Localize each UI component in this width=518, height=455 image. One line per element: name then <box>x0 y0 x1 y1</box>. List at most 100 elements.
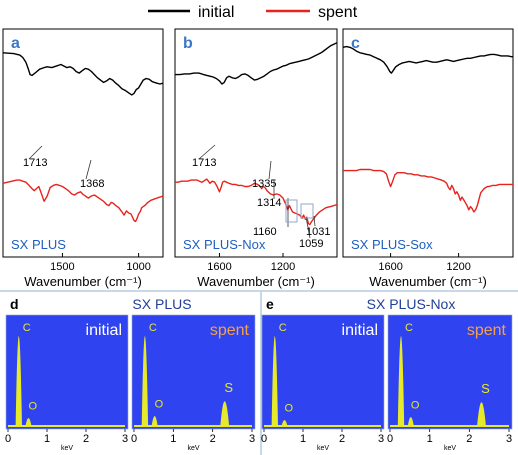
eds-peak <box>281 420 288 427</box>
eds-peak-label: C <box>279 322 287 334</box>
eds-peak <box>271 336 278 427</box>
eds-x-axis-label: keV <box>187 445 199 452</box>
ir-annotation-arrow <box>198 144 216 160</box>
ir-annotation-label: 1059 <box>299 238 323 250</box>
ir-panel-frame <box>174 28 338 258</box>
eds-peak <box>220 401 230 427</box>
eds-peak-label: O <box>411 400 420 412</box>
ir-series-initial <box>175 42 338 85</box>
eds-baseline <box>264 425 381 427</box>
eds-peak-label: S <box>224 380 233 395</box>
eds-x-tick-label: 2 <box>466 433 472 445</box>
eds-state-label: initial <box>86 322 122 339</box>
eds-x-tick-label: 0 <box>261 433 267 445</box>
eds-x-tick-label: 3 <box>378 433 384 445</box>
panel-letter: e <box>266 296 274 312</box>
eds-peak <box>397 336 405 427</box>
eds-peak-label: C <box>149 322 157 334</box>
ir-x-tick-label: 1200 <box>271 261 295 273</box>
eds-peak <box>15 336 22 427</box>
ir-annotation-label: 1713 <box>192 157 216 169</box>
eds-baseline <box>134 425 252 427</box>
eds-x-tick-label: 3 <box>122 433 128 445</box>
eds-x-tick-label: 3 <box>249 433 255 445</box>
eds-peak-label: C <box>405 322 413 334</box>
ir-panel-frame <box>342 28 514 258</box>
ir-x-axis-label: Wavenumber (cm⁻¹) <box>369 274 487 289</box>
eds-x-tick-label: 1 <box>170 433 176 445</box>
ir-annotation-arrow <box>268 160 272 180</box>
ir-panel-frame <box>2 28 164 258</box>
panel-letter: a <box>11 35 20 52</box>
eds-x-axis-label: keV <box>444 445 456 452</box>
ir-annotation-arrow <box>313 215 316 227</box>
panel-letter: b <box>183 35 193 52</box>
eds-baseline <box>390 425 509 427</box>
ir-annotation-label: 1314 <box>257 197 281 209</box>
ir-annotation-label: 1160 <box>253 226 277 238</box>
eds-x-tick-label: 0 <box>131 433 137 445</box>
eds-plot-area <box>261 314 385 430</box>
eds-peak <box>25 418 32 427</box>
eds-sample-title: SX PLUS-Nox <box>367 296 456 312</box>
eds-x-tick-label: 1 <box>427 433 433 445</box>
eds-peak-label: O <box>155 399 164 411</box>
eds-peak-label: O <box>28 401 37 413</box>
eds-x-axis-label: keV <box>61 445 73 452</box>
eds-plot-area <box>387 314 513 430</box>
eds-peak <box>477 402 486 427</box>
eds-x-tick-label: 2 <box>83 433 89 445</box>
ir-x-tick-label: 1200 <box>446 261 470 273</box>
ir-x-tick-label: 1500 <box>50 261 74 273</box>
eds-plot-area <box>5 314 129 430</box>
ir-annotation-arrow <box>85 159 92 180</box>
eds-sample-title: SX PLUS <box>132 296 191 312</box>
ir-sample-label: SX PLUS-Nox <box>183 237 266 252</box>
eds-state-label: initial <box>342 322 378 339</box>
ir-x-tick-label: 1000 <box>126 261 150 273</box>
ir-series-initial <box>342 45 513 74</box>
eds-x-tick-label: 0 <box>387 433 393 445</box>
eds-state-label: spent <box>467 322 507 339</box>
ir-sample-label: SX PLUS <box>11 237 66 252</box>
eds-x-axis-label: keV <box>317 445 329 452</box>
ir-annotation-box <box>300 203 314 219</box>
eds-x-tick-label: 3 <box>506 433 512 445</box>
eds-plot-area <box>131 314 256 430</box>
ir-sample-label: SX PLUS-Sox <box>351 237 433 252</box>
legend-label-initial: initial <box>198 4 234 21</box>
ir-annotation-arrow <box>28 145 43 160</box>
panel-letter: d <box>10 296 19 312</box>
ir-annotation-label: 1335 <box>252 178 276 190</box>
panel-letter: c <box>351 35 360 52</box>
ir-x-tick-label: 1600 <box>207 261 231 273</box>
ir-annotation-arrow <box>305 216 311 239</box>
eds-baseline <box>8 425 125 427</box>
ir-x-axis-label: Wavenumber (cm⁻¹) <box>197 274 315 289</box>
ir-x-axis-label: Wavenumber (cm⁻¹) <box>24 274 142 289</box>
eds-peak <box>141 336 149 427</box>
ir-annotation-box <box>285 199 298 223</box>
eds-peak <box>151 416 158 427</box>
eds-x-tick-label: 1 <box>300 433 306 445</box>
ir-series-spent <box>343 168 513 213</box>
eds-peak <box>407 417 414 427</box>
ir-annotation-label: 1031 <box>306 226 330 238</box>
ir-x-tick-label: 1600 <box>378 261 402 273</box>
legend-label-spent: spent <box>318 4 358 21</box>
eds-peak-label: S <box>481 381 490 396</box>
eds-x-tick-label: 1 <box>44 433 50 445</box>
ir-series-spent <box>2 179 164 223</box>
ir-series-initial <box>2 52 164 96</box>
eds-x-tick-label: 2 <box>339 433 345 445</box>
